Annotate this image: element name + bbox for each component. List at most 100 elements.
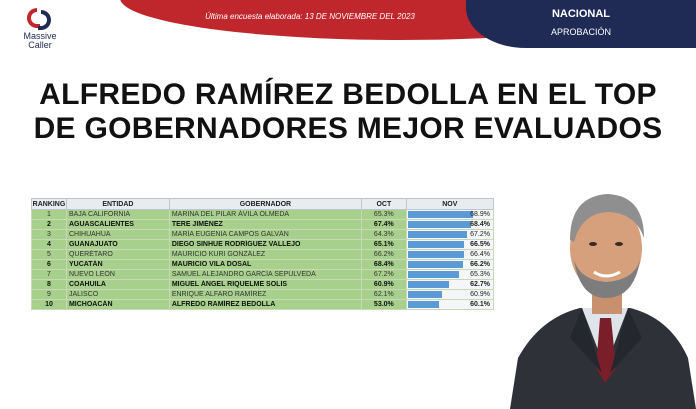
nov-value: 60.1% xyxy=(470,301,490,308)
headline-line2: DE GOBERNADORES MEJOR EVALUADOS xyxy=(33,112,663,145)
massive-caller-logo-icon xyxy=(27,8,51,30)
table-row: 5 QUERÉTARO MAURICIO KURI GONZÁLEZ 66.2% 66.… xyxy=(31,249,495,260)
table-row: 8 COAHUILA MIGUEL ÁNGEL RIQUELME SOLIS 60.9… xyxy=(31,279,495,290)
entity-cell: GUANAJUATO xyxy=(65,239,170,250)
table-row: 6 YUCATÁN MAURICIO VILA DOSAL 68.4% 66.2% xyxy=(31,259,495,270)
ranking-cell: 2 xyxy=(31,219,67,230)
nov-value: 66.5% xyxy=(470,241,490,248)
table-row: 10 MICHOACÁN ALFREDO RAMÍREZ BEDOLLA 53.0% 6… xyxy=(31,299,495,310)
nov-bar xyxy=(407,261,463,268)
ranking-cell: 6 xyxy=(31,259,67,270)
governor-cell: ENRIQUE ALFARO RAMÍREZ xyxy=(168,289,363,300)
oct-cell: 53.0% xyxy=(361,299,407,310)
ranking-table: RANKING ENTIDAD GOBERNADOR OCT NOV 1 BAJA… xyxy=(31,198,495,310)
entity-cell: COAHUILA xyxy=(65,279,170,290)
ranking-cell: 5 xyxy=(31,249,67,260)
nov-cell: 66.4% xyxy=(405,249,495,260)
nov-value: 66.4% xyxy=(470,251,490,258)
col-rank: RANKING xyxy=(31,198,67,210)
table-row: 9 JALISCO ENRIQUE ALFARO RAMÍREZ 62.1% 60.9% xyxy=(31,289,495,300)
nov-cell: 68.4% xyxy=(405,219,495,230)
governor-cell: MARÍA EUGENIA CAMPOS GALVÁN xyxy=(168,229,363,240)
brand-line2: Caller xyxy=(28,40,52,50)
governor-cell: MAURICIO VILA DOSAL xyxy=(168,259,363,270)
brand-line1: Massive xyxy=(23,31,57,41)
oct-cell: 66.2% xyxy=(361,249,407,260)
nov-cell: 67.2% xyxy=(405,229,495,240)
ranking-cell: 1 xyxy=(31,209,67,220)
oct-cell: 60.9% xyxy=(361,279,407,290)
nov-value: 65.3% xyxy=(470,271,490,278)
page-title: ALFREDO RAMÍREZ BEDOLLA EN EL TOP DE GOB… xyxy=(0,78,696,146)
nov-bar xyxy=(407,221,472,228)
entity-cell: QUERÉTARO xyxy=(65,249,170,260)
governor-cell: MIGUEL ÁNGEL RIQUELME SOLIS xyxy=(168,279,363,290)
oct-cell: 65.3% xyxy=(361,209,407,220)
ranking-cell: 4 xyxy=(31,239,67,250)
oct-cell: 62.1% xyxy=(361,289,407,300)
governor-cell: ALFREDO RAMÍREZ BEDOLLA xyxy=(168,299,363,310)
ranking-cell: 10 xyxy=(31,299,67,310)
governor-cell: TERE JIMÉNEZ xyxy=(168,219,363,230)
header-navy-band xyxy=(466,0,696,48)
nov-value: 60.9% xyxy=(470,291,490,298)
headline-line1: ALFREDO RAMÍREZ BEDOLLA EN EL TOP xyxy=(39,78,657,111)
entity-cell: MICHOACÁN xyxy=(65,299,170,310)
governor-cell: DIEGO SINHUE RODRÍGUEZ VALLEJO xyxy=(168,239,363,250)
col-oct: OCT xyxy=(361,198,407,210)
nov-bar xyxy=(407,281,450,288)
governor-cell: SAMUEL ALEJANDRO GARCÍA SEPÚLVEDA xyxy=(168,269,363,280)
nov-cell: 66.2% xyxy=(405,259,495,270)
governor-cell: MARINA DEL PILAR ÁVILA OLMEDA xyxy=(168,209,363,220)
oct-cell: 67.2% xyxy=(361,269,407,280)
oct-cell: 65.1% xyxy=(361,239,407,250)
nov-value: 68.9% xyxy=(470,211,490,218)
nov-bar xyxy=(407,211,474,218)
col-governor: GOBERNADOR xyxy=(168,198,363,210)
ranking-cell: 8 xyxy=(31,279,67,290)
nov-cell: 60.1% xyxy=(405,299,495,310)
nov-bar xyxy=(407,271,460,278)
survey-date: Última encuesta elaborada: 13 DE NOVIEMB… xyxy=(205,12,415,21)
governor-portrait-icon xyxy=(510,194,696,409)
ranking-cell: 7 xyxy=(31,269,67,280)
nov-cell: 66.5% xyxy=(405,239,495,250)
entity-cell: JALISCO xyxy=(65,289,170,300)
entity-cell: NUEVO LEÓN xyxy=(65,269,170,280)
col-nov: NOV xyxy=(405,198,495,210)
nov-cell: 65.3% xyxy=(405,269,495,280)
nov-value: 62.7% xyxy=(470,281,490,288)
scope-label: NACIONAL xyxy=(551,8,611,20)
table-row: 3 CHIHUAHUA MARÍA EUGENIA CAMPOS GALVÁN 64.… xyxy=(31,229,495,240)
table-row: 4 GUANAJUATO DIEGO SINHUE RODRÍGUEZ VALLEJ… xyxy=(31,239,495,250)
col-entity: ENTIDAD xyxy=(65,198,170,210)
table-row: 7 NUEVO LEÓN SAMUEL ALEJANDRO GARCÍA SEPÚL… xyxy=(31,269,495,280)
nov-cell: 62.7% xyxy=(405,279,495,290)
entity-cell: CHIHUAHUA xyxy=(65,229,170,240)
nov-value: 66.2% xyxy=(470,261,490,268)
table-row: 1 BAJA CALIFORNIA MARINA DEL PILAR ÁVILA O… xyxy=(31,209,495,220)
governor-cell: MAURICIO KURI GONZÁLEZ xyxy=(168,249,363,260)
brand-logo: Massive Caller xyxy=(14,6,64,54)
nov-value: 67.2% xyxy=(470,231,490,238)
nov-bar xyxy=(407,241,464,248)
nov-cell: 60.9% xyxy=(405,289,495,300)
oct-cell: 64.3% xyxy=(361,229,407,240)
oct-cell: 68.4% xyxy=(361,259,407,270)
table-header-row: RANKING ENTIDAD GOBERNADOR OCT NOV xyxy=(31,198,495,210)
nov-cell: 68.9% xyxy=(405,209,495,220)
brand-name: Massive Caller xyxy=(14,32,66,50)
oct-cell: 67.4% xyxy=(361,219,407,230)
nov-value: 68.4% xyxy=(470,221,490,228)
entity-cell: AGUASCALIENTES xyxy=(65,219,170,230)
nov-bar xyxy=(407,231,467,238)
nov-bar xyxy=(407,251,464,258)
table-row: 2 AGUASCALIENTES TERE JIMÉNEZ 67.4% 68.4% xyxy=(31,219,495,230)
nov-bar xyxy=(407,291,443,298)
nov-bar xyxy=(407,301,440,308)
ranking-cell: 9 xyxy=(31,289,67,300)
entity-cell: BAJA CALIFORNIA xyxy=(65,209,170,220)
ranking-cell: 3 xyxy=(31,229,67,240)
entity-cell: YUCATÁN xyxy=(65,259,170,270)
metric-label: APROBACIÓN xyxy=(550,27,611,37)
